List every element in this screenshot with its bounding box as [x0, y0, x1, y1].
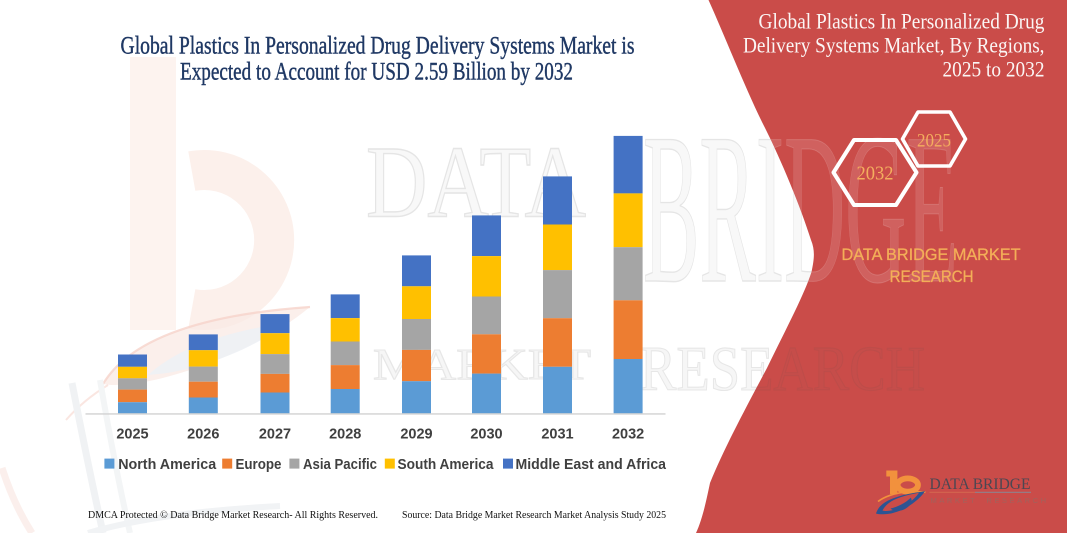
svg-text:Global Plastics In Personalize: Global Plastics In Personalized Drug Del…: [121, 33, 635, 60]
svg-text:2025: 2025: [917, 131, 951, 152]
svg-text:MARKET RESEARCH: MARKET RESEARCH: [931, 496, 1049, 505]
svg-text:DATA BRIDGE MARKET: DATA BRIDGE MARKET: [842, 245, 1021, 264]
svg-text:Middle East and Africa: Middle East and Africa: [516, 456, 667, 473]
svg-text:2032: 2032: [612, 427, 644, 443]
svg-text:2028: 2028: [329, 427, 361, 443]
svg-text:Asia Pacific: Asia Pacific: [303, 456, 377, 473]
svg-text:Source: Data Bridge Market Res: Source: Data Bridge Market Research Mark…: [402, 509, 666, 521]
svg-text:2030: 2030: [470, 427, 502, 443]
svg-text:2027: 2027: [259, 427, 291, 443]
svg-text:RESEARCH: RESEARCH: [890, 267, 974, 286]
svg-text:2031: 2031: [541, 427, 573, 443]
svg-text:DATA BRIDGE: DATA BRIDGE: [930, 476, 1031, 493]
svg-text:2026: 2026: [187, 427, 219, 443]
svg-text:South America: South America: [398, 456, 495, 473]
svg-text:2025 to 2032: 2025 to 2032: [943, 56, 1045, 81]
svg-text:Expected to Account for USD 2.: Expected to Account for USD 2.59 Billion…: [180, 59, 573, 86]
svg-text:Global Plastics In Personalize: Global Plastics In Personalized Drug: [759, 8, 1045, 33]
svg-text:2029: 2029: [400, 427, 432, 443]
svg-text:2032: 2032: [857, 163, 894, 185]
svg-text:DMCA Protected © Data Bridge M: DMCA Protected © Data Bridge Market Rese…: [88, 509, 378, 521]
svg-text:Europe: Europe: [236, 456, 282, 473]
svg-text:2025: 2025: [116, 427, 148, 443]
svg-text:Delivery Systems Market, By Re: Delivery Systems Market, By Regions,: [743, 33, 1045, 58]
svg-text:North America: North America: [118, 456, 217, 473]
